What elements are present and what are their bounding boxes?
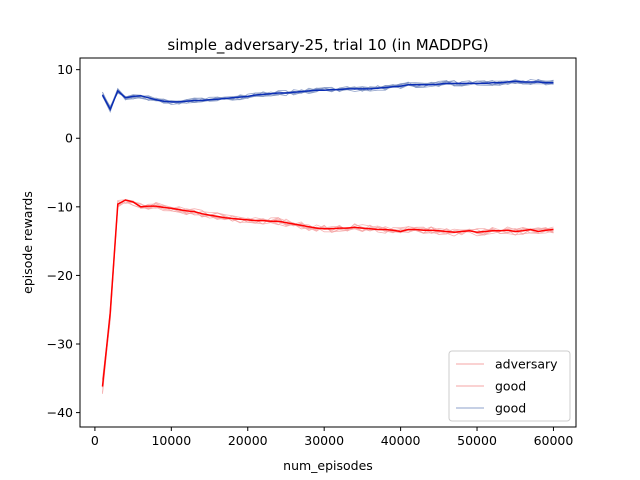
x-tick-label: 20000 [228, 433, 268, 448]
legend-box [448, 350, 571, 422]
x-tick-label: 40000 [381, 433, 421, 448]
y-axis-label: episode rewards [20, 191, 35, 294]
x-tick-label: 50000 [457, 433, 497, 448]
chart-title: simple_adversary-25, trial 10 (in MADDPG… [167, 36, 488, 55]
mean-lines-layer [101, 80, 554, 387]
legend-label-1: adversary [495, 357, 558, 372]
x-axis-label: num_episodes [283, 458, 373, 473]
y-tick-label: −30 [47, 337, 73, 352]
y-tick-label: 10 [57, 62, 73, 77]
y-tick-label: 0 [65, 131, 73, 146]
legend-label-2: good [495, 379, 526, 394]
x-tick-label: 0 [91, 433, 99, 448]
y-tick-label: −10 [47, 199, 73, 214]
x-tick-label: 10000 [151, 433, 191, 448]
x-axis: 0 10000 20000 30000 40000 50000 60000 [91, 427, 573, 448]
legend: adversary good good [448, 350, 571, 422]
legend-label-3: good [495, 401, 526, 416]
series-line-good [101, 80, 554, 112]
y-axis: 10 0 −10 −20 −30 −40 [47, 62, 80, 420]
legend-entries: adversary good good [456, 357, 558, 416]
x-tick-label: 60000 [534, 433, 574, 448]
series-line-adversary [101, 199, 554, 387]
y-tick-label: −20 [47, 268, 73, 283]
x-tick-label: 30000 [304, 433, 344, 448]
plot-area-frame [79, 57, 577, 428]
y-tick-label: −40 [47, 405, 73, 420]
